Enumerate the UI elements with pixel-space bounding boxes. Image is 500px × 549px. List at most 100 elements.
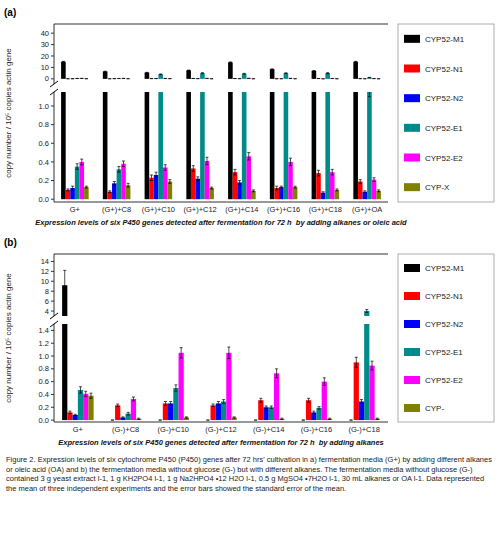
- figure: 0102030400.00.20.40.60.81.0G+(G+)+C8(G+)…: [0, 0, 500, 549]
- error-bar: [212, 404, 215, 407]
- bar: [191, 168, 196, 199]
- error-bar: [247, 153, 250, 160]
- error-bar: [222, 400, 225, 404]
- bars: [62, 324, 380, 420]
- bar: [205, 78, 210, 79]
- error-bar: [233, 169, 236, 175]
- legend-swatch: [404, 154, 420, 162]
- error-bar: [196, 78, 199, 79]
- y-tick: [51, 33, 54, 34]
- error-bar: [317, 78, 320, 79]
- x-tick-label: (G+)+C14: [225, 205, 258, 214]
- error-bar: [355, 357, 358, 367]
- y-tick: [51, 330, 54, 331]
- error-bar: [68, 411, 71, 414]
- bars: [61, 92, 381, 199]
- bar: [348, 420, 353, 421]
- error-bar: [150, 78, 153, 79]
- error-bar: [312, 70, 315, 71]
- error-bar: [227, 347, 230, 359]
- bar: [73, 415, 78, 420]
- x-tick-label: (G-)+C14: [253, 425, 284, 434]
- bar: [284, 73, 289, 79]
- error-bar: [201, 72, 204, 74]
- error-bar: [113, 78, 116, 79]
- y-axis-line: [54, 254, 55, 316]
- error-bar: [174, 385, 177, 391]
- x-tick-label: (G+)+C16: [267, 205, 300, 214]
- bar: [216, 403, 221, 420]
- legend: CYP52-M1CYP52-N1CYP52-N2CYP52-E1CYP52-E2…: [398, 254, 494, 422]
- bar: [246, 78, 251, 80]
- bar: [322, 382, 327, 420]
- error-bar: [180, 348, 183, 358]
- error-bar: [145, 72, 148, 73]
- y-axis-line: [54, 92, 55, 202]
- y-tick-label: 0.8: [39, 120, 49, 129]
- error-bar: [280, 78, 283, 79]
- bar: [358, 78, 363, 79]
- error-bar: [335, 189, 338, 191]
- y-tick-label: 1.2: [39, 339, 49, 348]
- y-tick: [51, 143, 54, 144]
- legend-label: CYP52-N1: [425, 292, 464, 301]
- break-mark: [50, 313, 58, 319]
- bar: [112, 78, 117, 79]
- error-bar: [365, 310, 368, 313]
- error-bar: [302, 420, 305, 421]
- bar: [270, 92, 275, 199]
- bar: [158, 74, 163, 79]
- break-mark: [50, 81, 58, 87]
- error-bar: [233, 78, 236, 79]
- bar: [330, 78, 335, 79]
- x-tick-label: (G+)+C18: [309, 205, 342, 214]
- error-bar: [185, 417, 188, 418]
- error-bar: [66, 78, 69, 79]
- bar: [367, 77, 372, 78]
- y-tick-label: 30: [41, 40, 49, 49]
- legend-label: CYP52-E2: [425, 154, 463, 163]
- error-bar: [210, 187, 213, 189]
- error-bar: [122, 78, 125, 79]
- bar: [168, 181, 173, 199]
- y-tick: [51, 180, 54, 181]
- error-bar: [359, 180, 362, 184]
- error-bar: [350, 420, 353, 421]
- bar: [251, 78, 256, 79]
- error-bar: [155, 172, 158, 178]
- y-tick: [51, 343, 54, 344]
- bar: [375, 419, 380, 420]
- x-tick-label: (G+)+C8: [102, 205, 131, 214]
- bar: [269, 407, 274, 420]
- error-bar: [66, 189, 69, 191]
- error-bar: [127, 183, 130, 187]
- bar: [205, 420, 210, 421]
- y-tick-label: 0.2: [39, 176, 49, 185]
- y-tick: [51, 368, 54, 369]
- bar: [191, 78, 196, 79]
- legend-label: CYP52-N2: [425, 320, 464, 329]
- bar: [279, 419, 284, 420]
- legend-frame: [398, 254, 494, 422]
- error-bar: [254, 420, 257, 421]
- panel: 4681012140.00.20.40.60.81.01.21.4G+(G-)+…: [4, 0, 494, 447]
- bar: [321, 78, 326, 79]
- error-bar: [318, 407, 321, 410]
- y-tick: [51, 161, 54, 162]
- error-bar: [117, 167, 120, 173]
- y-tick-label: 14: [41, 257, 49, 266]
- bar: [200, 92, 205, 199]
- y-tick-label: 10: [41, 63, 49, 72]
- error-bar: [307, 398, 310, 402]
- legend-label: CYP52-M1: [425, 35, 465, 44]
- error-bar: [63, 270, 66, 300]
- bar: [211, 405, 216, 420]
- bar: [168, 78, 173, 79]
- bar: [84, 78, 89, 79]
- y-tick-label: 0.0: [39, 195, 49, 204]
- y-tick-label: 40: [41, 29, 49, 38]
- error-bar: [206, 157, 209, 164]
- bar: [173, 388, 178, 420]
- bar: [321, 193, 326, 200]
- error-bar: [121, 417, 124, 418]
